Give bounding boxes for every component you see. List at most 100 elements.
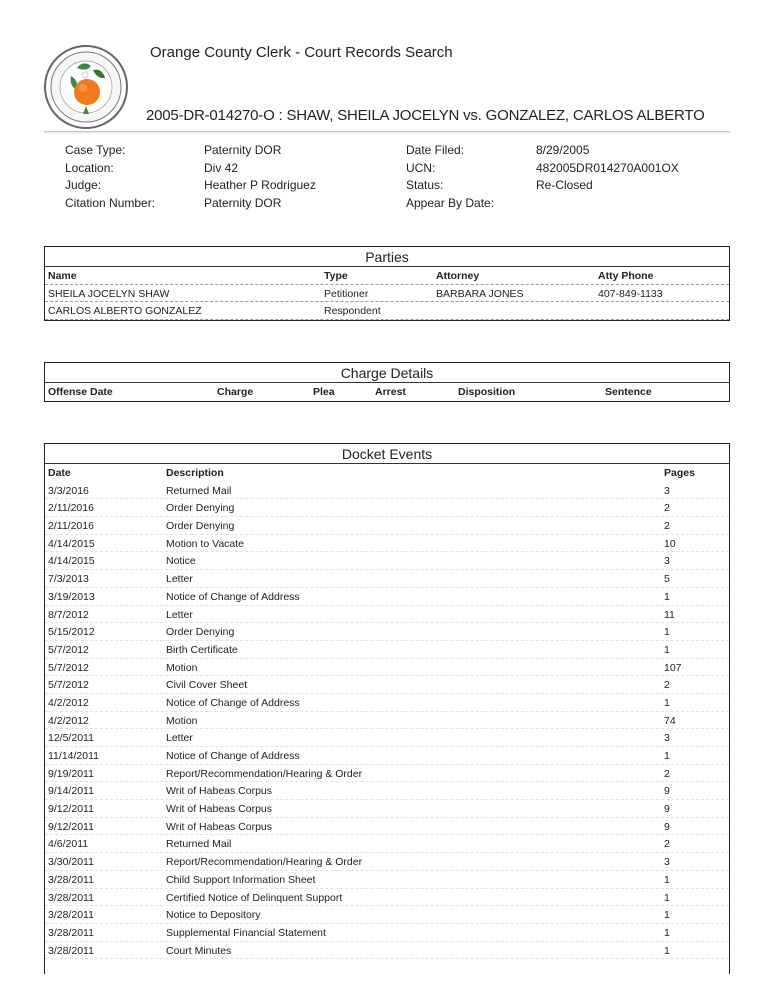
table-row: 5/7/2012 Motion 107 <box>45 659 729 677</box>
table-cell: 9 <box>664 803 670 816</box>
table-row: SHEILA JOCELYN SHAW Petitioner BARBARA JON… <box>45 285 729 303</box>
table-cell: Petitioner <box>324 287 369 300</box>
clerk-seal-logo <box>43 44 129 130</box>
table-cell: 1 <box>664 873 670 886</box>
site-title: Orange County Clerk - Court Records Sear… <box>150 44 453 61</box>
table-cell: 11 <box>664 608 675 621</box>
table-cell: BARBARA JONES <box>436 287 524 300</box>
case-info-label: Status: <box>406 178 444 193</box>
table-row: 3/28/2011 Supplemental Financial Statemen… <box>45 924 729 942</box>
case-info-value: 482005DR014270A001OX <box>536 160 679 175</box>
table-cell: 2 <box>664 838 670 851</box>
table-row: 9/12/2011 Writ of Habeas Corpus 9 <box>45 818 729 836</box>
table-cell: 1 <box>664 696 670 709</box>
table-row: 5/15/2012 Order Denying 1 <box>45 623 729 641</box>
table-cell: Notice to Depository <box>166 909 261 922</box>
table-row: 3/28/2011 Child Support Information Sheet… <box>45 871 729 889</box>
table-cell: 5 <box>664 573 670 586</box>
table-cell: 3 <box>664 484 670 497</box>
table-row: 4/14/2015 Notice 3 <box>45 552 729 571</box>
table-cell: Writ of Habeas Corpus <box>166 785 273 798</box>
table-cell: Report/Recommendation/Hearing & Order <box>166 856 363 869</box>
column-header: Date <box>48 467 71 479</box>
table-cell: 1 <box>664 944 670 957</box>
table-cell: 1 <box>664 891 670 904</box>
table-cell: 9/12/2011 <box>48 803 94 816</box>
table-cell: SHEILA JOCELYN SHAW <box>48 287 170 300</box>
table-cell: 10 <box>664 537 676 550</box>
table-row: 9/19/2011 Report/Recommendation/Hearing &… <box>45 765 729 783</box>
table-header-row: Offense Date Charge Plea Arrest Disposition S… <box>45 383 729 401</box>
table-cell: 4/2/2012 <box>48 714 89 727</box>
table-cell: 9/12/2011 <box>48 820 94 833</box>
table-row: 12/5/2011 Letter 3 <box>45 729 729 747</box>
table-cell: Respondent <box>324 305 381 318</box>
table-cell: 3/28/2011 <box>48 909 94 922</box>
table-cell: Order Denying <box>166 626 235 639</box>
table-cell: Motion <box>166 661 198 674</box>
table-cell: 74 <box>664 714 676 727</box>
column-header: Plea <box>313 386 335 398</box>
case-info-label: Appear By Date: <box>406 196 495 211</box>
charge-details-title: Charge Details <box>45 363 729 383</box>
table-cell: 12/5/2011 <box>48 732 94 745</box>
table-cell: 2 <box>664 679 670 692</box>
table-header-row: Date Description Pages <box>45 464 729 482</box>
table-cell: 5/7/2012 <box>48 643 89 656</box>
table-row: 9/12/2011 Writ of Habeas Corpus 9 <box>45 800 729 818</box>
table-cell: Notice <box>166 555 196 568</box>
table-cell: 1 <box>664 626 670 639</box>
table-cell: 1 <box>664 909 670 922</box>
table-row: 3/3/2016 Returned Mail 3 <box>45 482 729 500</box>
column-header: Offense Date <box>48 386 113 398</box>
table-cell: 2/11/2016 <box>48 502 94 515</box>
case-info-label: Citation Number: <box>65 196 156 211</box>
table-cell: Notice of Change of Address <box>166 750 300 762</box>
column-header: Charge <box>217 386 254 398</box>
table-cell: 9 <box>664 785 670 798</box>
table-cell: 1 <box>664 750 670 762</box>
table-row: 11/14/2011 Notice of Change of Address 1 <box>45 747 729 765</box>
table-row: 9/14/2011 Writ of Habeas Corpus 9 <box>45 782 729 801</box>
table-row: 4/6/2011 Returned Mail 2 <box>45 835 729 854</box>
table-row: 3/19/2013 Notice of Change of Address 1 <box>45 588 729 606</box>
case-info-label: Judge: <box>65 178 102 193</box>
table-cell: 107 <box>664 661 682 674</box>
table-cell: 2 <box>664 767 670 780</box>
table-header-row: Name Type Attorney Atty Phone <box>45 267 729 285</box>
parties-table: Parties Name Type Attorney Atty Phone SHEILA… <box>44 246 730 322</box>
table-row: CARLOS ALBERTO GONZALEZ Respondent <box>45 302 729 321</box>
table-cell: Letter <box>166 732 193 745</box>
case-info-value: Paternity DOR <box>204 143 282 157</box>
table-cell: 5/7/2012 <box>48 661 89 674</box>
case-title: 2005-DR-014270-O : SHAW, SHEILA JOCELYN … <box>146 107 705 124</box>
table-row: 2/11/2016 Order Denying 2 <box>45 517 729 535</box>
column-header: Description <box>166 467 224 479</box>
column-header: Sentence <box>605 386 652 398</box>
table-cell: 5/15/2012 <box>48 626 95 639</box>
table-cell: 11/14/2011 <box>48 750 99 762</box>
table-cell: 2/11/2016 <box>48 520 94 533</box>
column-header: Atty Phone <box>598 270 654 282</box>
table-cell: 3 <box>664 555 670 568</box>
table-row: 4/2/2012 Notice of Change of Address 1 <box>45 694 729 712</box>
case-info-value: Re-Closed <box>536 178 593 193</box>
table-cell: 9/14/2011 <box>48 785 94 798</box>
table-cell: Returned Mail <box>166 838 232 851</box>
table-cell: 4/14/2015 <box>48 537 95 550</box>
table-cell: Certified Notice of Delinquent Support <box>166 891 343 904</box>
table-cell: 3/28/2011 <box>48 891 94 904</box>
table-cell: 2 <box>664 502 670 515</box>
table-cell: Writ of Habeas Corpus <box>166 803 273 816</box>
table-cell: Notice of Change of Address <box>166 696 300 709</box>
column-header: Pages <box>664 467 695 479</box>
table-cell: 9/19/2011 <box>48 767 94 780</box>
table-cell: 1 <box>664 590 670 603</box>
table-cell: Motion to Vacate <box>166 537 245 550</box>
table-cell: 3 <box>664 732 670 745</box>
table-cell: Court Minutes <box>166 944 232 957</box>
table-cell: Motion <box>166 714 198 727</box>
table-cell: 2 <box>664 520 670 533</box>
table-cell: Notice of Change of Address <box>166 590 300 603</box>
table-cell: Supplemental Financial Statement <box>166 926 326 939</box>
